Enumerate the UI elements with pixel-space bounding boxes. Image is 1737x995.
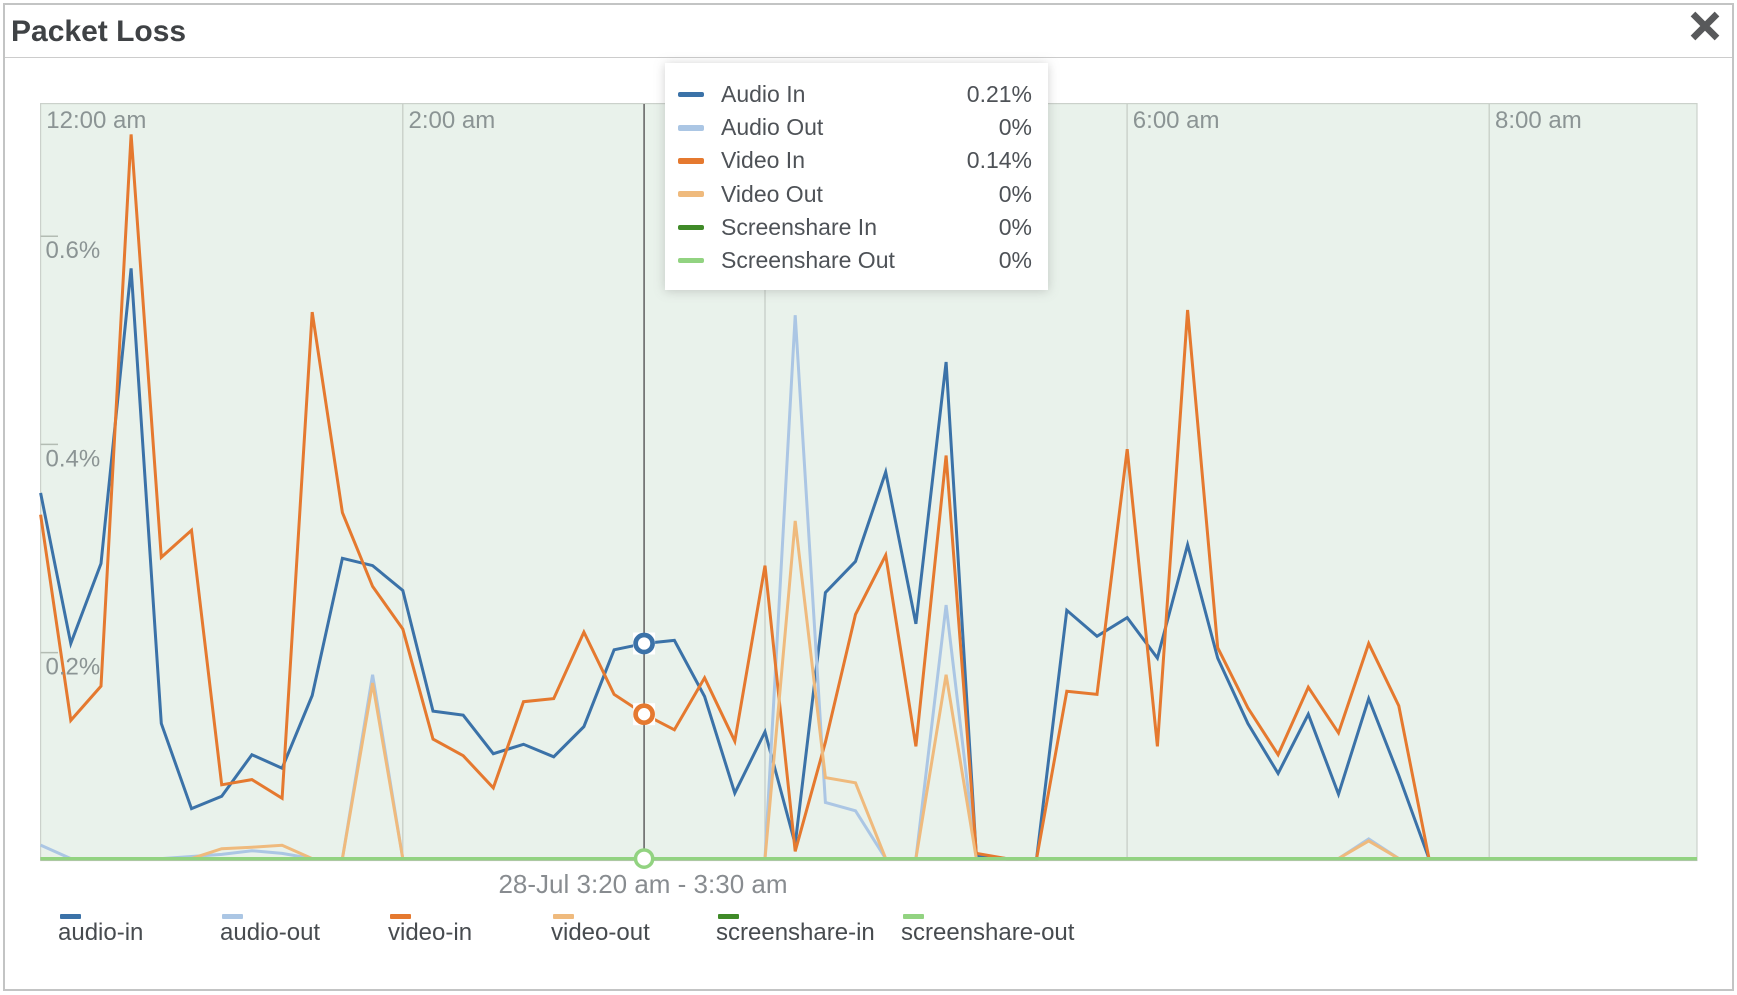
svg-text:0.6%: 0.6%	[46, 237, 101, 264]
svg-text:0.4%: 0.4%	[46, 445, 101, 472]
svg-text:6:00 am: 6:00 am	[1133, 107, 1220, 134]
svg-text:8:00 am: 8:00 am	[1495, 107, 1582, 134]
svg-text:0.2%: 0.2%	[46, 654, 101, 681]
svg-text:2:00 am: 2:00 am	[409, 107, 496, 134]
svg-text:12:00 am: 12:00 am	[46, 107, 146, 134]
svg-text:28-Jul 3:20 am - 3:30 am: 28-Jul 3:20 am - 3:30 am	[498, 869, 787, 899]
